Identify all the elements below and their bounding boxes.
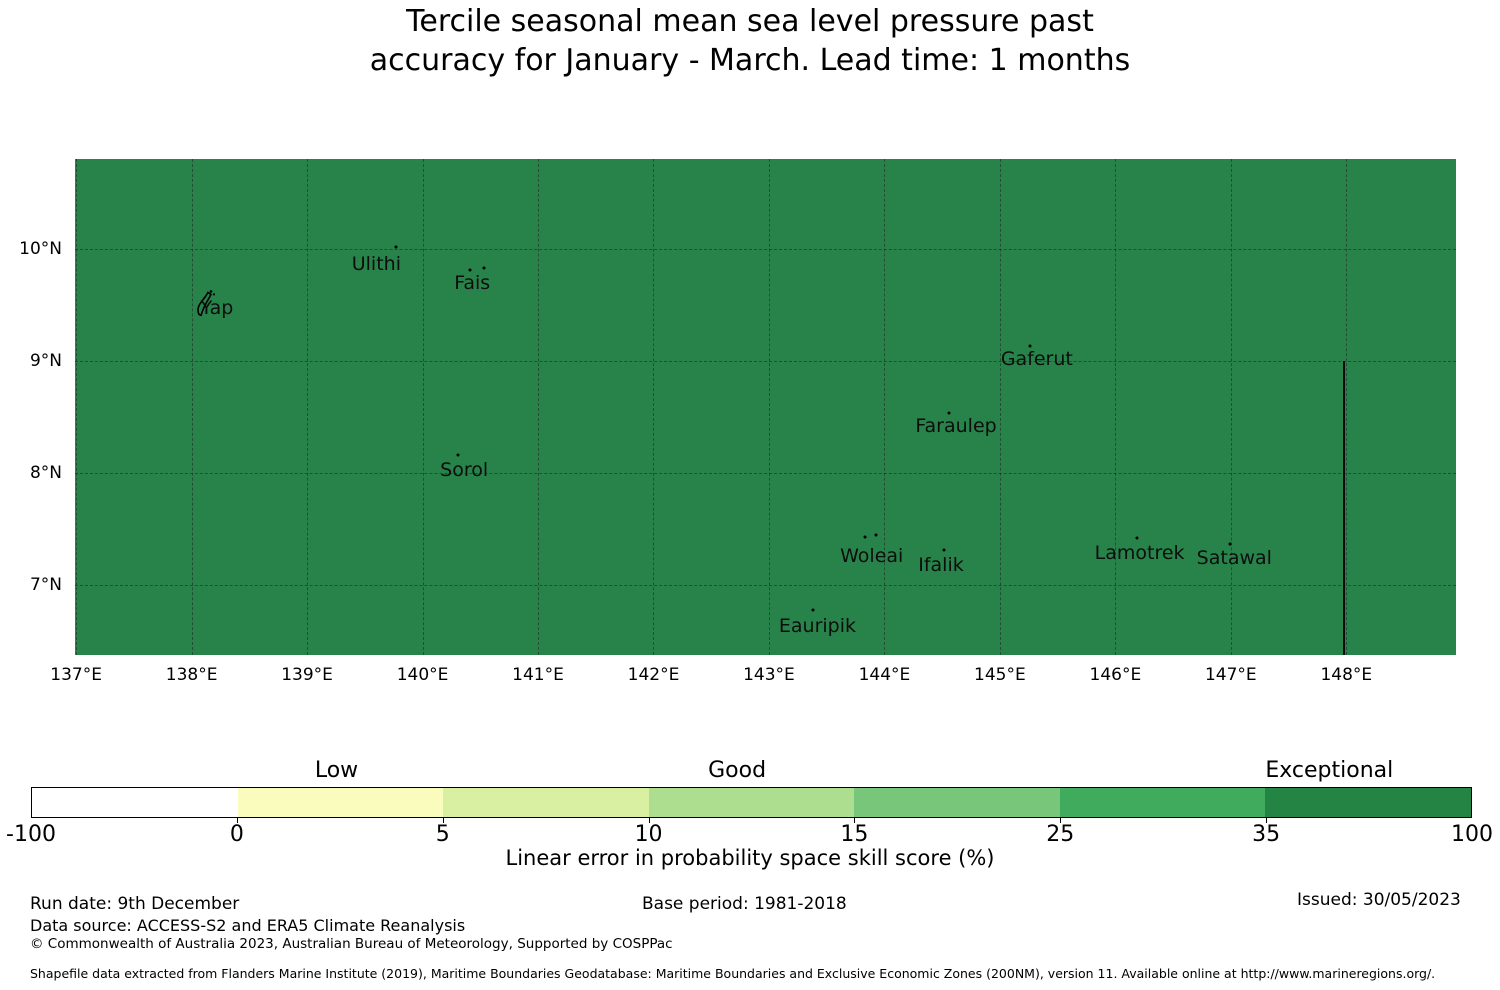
longitude-tick-label: 141°E: [512, 665, 564, 685]
chart-title: Tercile seasonal mean sea level pressure…: [0, 2, 1500, 80]
gridline-longitude: [999, 159, 1001, 655]
colorbar-axis-label: Linear error in probability space skill …: [505, 846, 995, 870]
footer-shapefile-note: Shapefile data extracted from Flanders M…: [30, 966, 1436, 981]
gridline-latitude: [75, 249, 1456, 251]
colorbar-tick-label: 25: [1046, 822, 1075, 847]
gridline-longitude: [1230, 159, 1232, 655]
latitude-tick-label: 8°N: [29, 462, 62, 483]
colorbar-tickmark: [442, 818, 444, 823]
island-dot: [947, 411, 951, 415]
gridline-longitude: [76, 159, 78, 655]
colorbar-tick-label: 35: [1252, 822, 1281, 847]
longitude-tick-label: 139°E: [281, 665, 333, 685]
longitude-tick-label: 148°E: [1320, 665, 1373, 685]
eez-boundary-line: [1342, 361, 1345, 655]
colorbar-tick-label: -100: [6, 822, 56, 847]
island-label: Eauripik: [778, 614, 857, 637]
colorbar-segment: [1265, 788, 1472, 817]
latitude-tick-label: 9°N: [29, 351, 62, 372]
colorbar-category-labels: Low Good Exceptional: [31, 758, 1472, 786]
longitude-tick-label: 142°E: [627, 665, 680, 685]
map-plot: Yap Ulithi Fais Sorol Gaferut Faraulep Woleai I…: [75, 159, 1456, 655]
island-dot: [482, 266, 486, 270]
island-label: Woleai: [840, 544, 904, 567]
gridline-longitude: [422, 159, 424, 655]
gridline-longitude: [191, 159, 193, 655]
colorbar-tickmark: [236, 818, 238, 823]
island-dot: [811, 608, 815, 612]
longitude-tick-label: 145°E: [974, 665, 1026, 685]
yap-island-shape: [195, 288, 219, 320]
gridline-longitude: [1115, 159, 1117, 655]
island-dot: [456, 453, 460, 457]
longitude-tick-label: 140°E: [396, 665, 449, 685]
gridline-longitude: [768, 159, 770, 655]
island-label: Lamotrek: [1094, 542, 1185, 565]
gridline-latitude: [75, 584, 1456, 586]
colorbar-tickmark: [648, 818, 650, 823]
footer-run-date: Run date: 9th December: [30, 894, 240, 914]
longitude-axis: 137°E 138°E 139°E 140°E 141°E 142°E 143°E 144°E…: [50, 655, 1456, 691]
island-label: Ifalik: [918, 553, 964, 576]
island-dot: [1028, 344, 1032, 348]
colorbar-ticks: -100 0 5 10 15 25 35 100: [6, 818, 1493, 848]
gridline-latitude: [75, 361, 1456, 363]
longitude-tick-label: 137°E: [50, 665, 102, 685]
footer-base-period: Base period: 1981-2018: [642, 894, 847, 914]
colorbar-segment: [443, 788, 649, 817]
island-label: Sorol: [440, 458, 489, 481]
gridline-latitude: [75, 472, 1456, 474]
gridline-longitude: [307, 159, 309, 655]
island-dot: [468, 268, 472, 272]
footer-copyright: © Commonwealth of Australia 2023, Austra…: [30, 936, 673, 952]
colorbar-tick-label: 10: [634, 822, 663, 847]
latitude-tick-label: 10°N: [19, 239, 62, 260]
island-dot: [874, 533, 878, 537]
colorbar-tick-label: 15: [840, 822, 869, 847]
gridline-longitude: [538, 159, 540, 655]
colorbar-tick-label: 0: [229, 822, 244, 847]
colorbar-segment: [1059, 788, 1266, 817]
latitude-tick-label: 7°N: [29, 574, 62, 595]
island-dot: [1228, 542, 1232, 546]
colorbar-tick-label: 5: [435, 822, 450, 847]
gridline-longitude: [884, 159, 886, 655]
chart-title-line1: Tercile seasonal mean sea level pressure…: [406, 4, 1094, 39]
colorbar-tickmark: [1060, 818, 1062, 823]
longitude-tick-label: 147°E: [1204, 665, 1257, 685]
island-label: Gaferut: [1000, 347, 1073, 370]
colorbar-category-label: Good: [708, 758, 767, 783]
gridline-longitude: [653, 159, 655, 655]
colorbar-segment: [32, 788, 238, 817]
longitude-tick-label: 146°E: [1089, 665, 1142, 685]
island-dot: [863, 535, 867, 539]
colorbar-tick-label: 100: [1451, 822, 1493, 847]
island-label: Ulithi: [351, 253, 401, 275]
colorbar-category-label: Low: [314, 758, 359, 783]
chart-title-line2: accuracy for January - March. Lead time:…: [369, 43, 1131, 78]
colorbar-segment: [648, 788, 855, 817]
colorbar-tickmark: [1266, 818, 1268, 823]
longitude-tick-label: 144°E: [858, 665, 911, 685]
colorbar-segment: [237, 788, 444, 817]
colorbar-segment: [854, 788, 1060, 817]
colorbar-tickmark: [854, 818, 856, 823]
gridline-longitude: [1346, 159, 1348, 655]
footer-data-source: Data source: ACCESS-S2 and ERA5 Climate …: [30, 916, 466, 935]
longitude-tick-label: 143°E: [743, 665, 795, 685]
colorbar-category-label: Exceptional: [1265, 758, 1394, 783]
island-dot: [942, 548, 946, 552]
island-dot: [1135, 536, 1139, 540]
island-label: Satawal: [1196, 546, 1272, 569]
longitude-tick-label: 138°E: [165, 665, 218, 685]
island-dot: [394, 245, 398, 249]
colorbar: [31, 787, 1472, 818]
island-label: Yap: [200, 296, 234, 319]
island-label: Fais: [454, 272, 491, 294]
footer-issued: Issued: 30/05/2023: [1297, 890, 1461, 910]
island-label: Faraulep: [915, 414, 997, 437]
